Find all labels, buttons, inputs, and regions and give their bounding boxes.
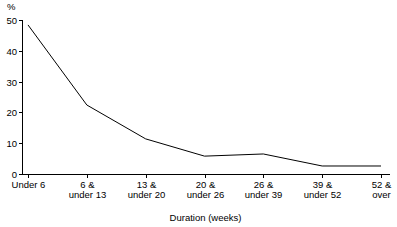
- y-tick-label: 40: [6, 46, 17, 57]
- x-tick-label: 20 &under 26: [187, 179, 225, 200]
- y-tick: [19, 20, 23, 21]
- y-tick-label: 10: [6, 138, 17, 149]
- x-tick-label: 26 &under 39: [245, 179, 283, 200]
- x-tick: [87, 175, 88, 179]
- y-axis-label: %: [7, 1, 16, 12]
- y-tick: [19, 143, 23, 144]
- x-tick-label-line: Under 6: [12, 179, 46, 190]
- data-line: [28, 25, 381, 166]
- y-tick-label: 30: [6, 77, 17, 88]
- x-tick-label: 13 &under 20: [128, 179, 166, 200]
- x-tick-label-line: under 26: [187, 189, 225, 200]
- y-tick: [19, 112, 23, 113]
- x-tick: [381, 175, 382, 179]
- y-tick: [19, 51, 23, 52]
- y-axis: [22, 20, 23, 174]
- x-tick: [28, 175, 29, 179]
- x-tick: [205, 175, 206, 179]
- x-tick-label-line: under 39: [245, 189, 283, 200]
- x-tick: [263, 175, 264, 179]
- x-tick-label-line: under 52: [304, 189, 342, 200]
- x-tick-label: 6 &under 13: [69, 179, 107, 200]
- x-axis-label: Duration (weeks): [170, 212, 242, 223]
- x-tick-label-line: under 13: [69, 189, 107, 200]
- x-tick-label-line: under 20: [128, 189, 166, 200]
- x-tick-label-line: over: [372, 189, 390, 200]
- x-tick-label: 52 &over: [372, 179, 392, 200]
- chart: 01020304050Under 66 &under 1313 &under 2…: [0, 0, 397, 227]
- y-tick-label: 50: [6, 15, 17, 26]
- x-tick: [146, 175, 147, 179]
- plot-area: [28, 25, 381, 166]
- y-tick-label: 20: [6, 107, 17, 118]
- x-tick: [322, 175, 323, 179]
- x-tick-label: 39 &under 52: [304, 179, 342, 200]
- x-tick-label: Under 6: [12, 179, 46, 190]
- y-tick: [19, 82, 23, 83]
- y-tick: [19, 174, 23, 175]
